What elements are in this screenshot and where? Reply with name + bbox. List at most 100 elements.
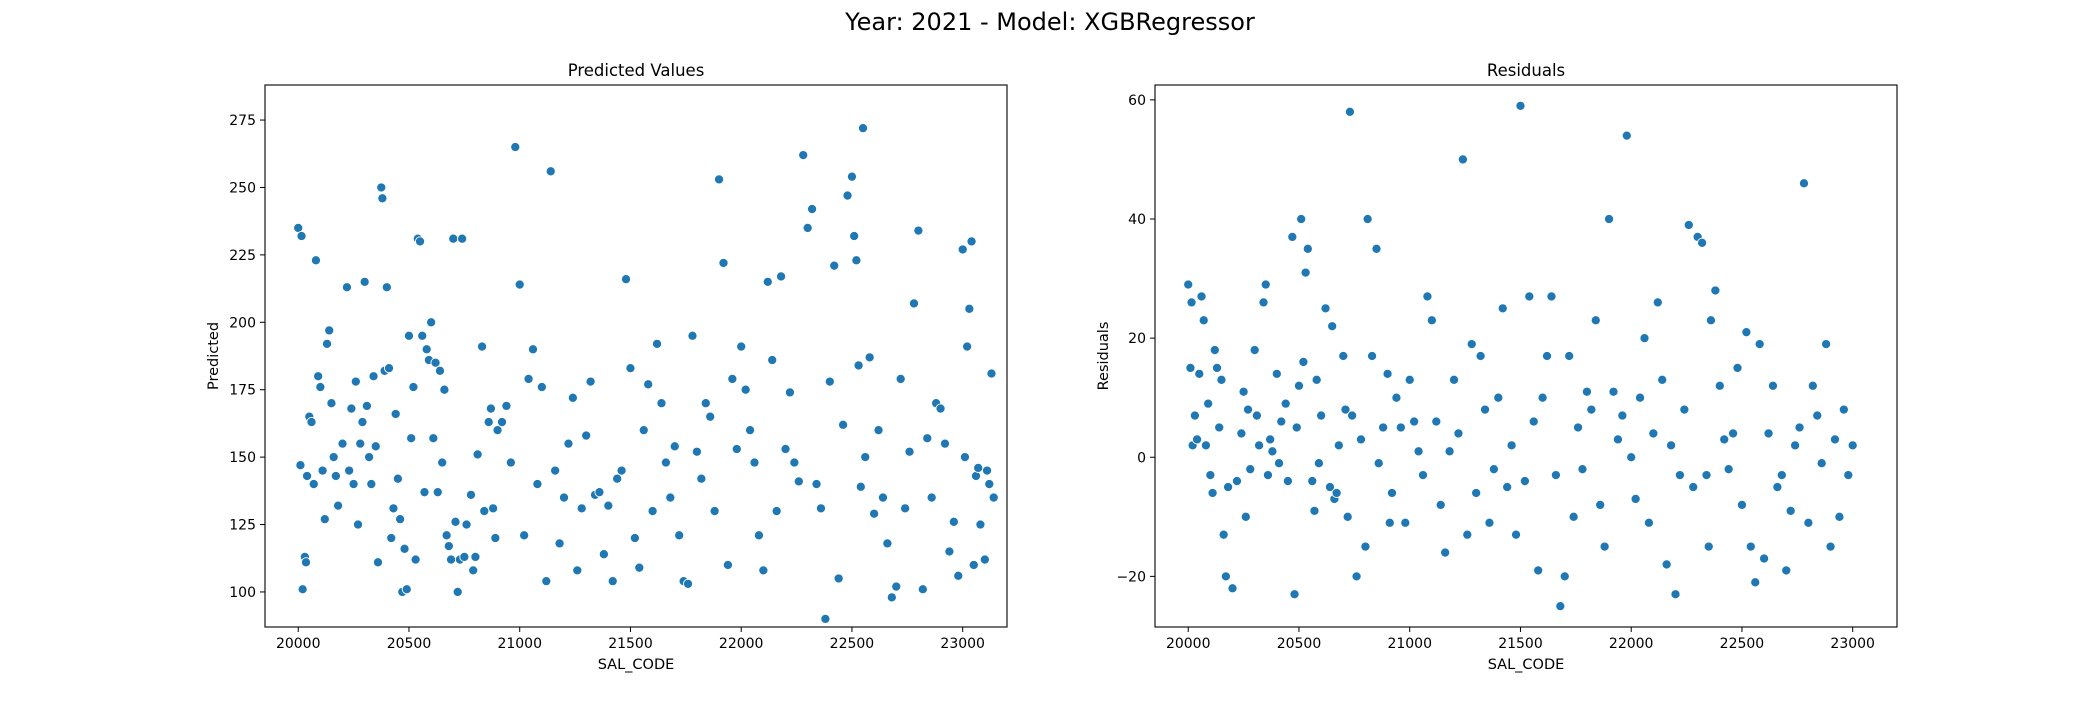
chart-2-point — [1471, 487, 1482, 499]
chart-2-point — [1342, 511, 1353, 522]
chart-1-point — [869, 508, 880, 519]
chart-2-point — [1821, 339, 1832, 350]
chart-1-x-tick-label: 21500 — [608, 636, 653, 652]
chart-2-point — [1759, 553, 1770, 564]
chart-1-point — [882, 538, 893, 549]
chart-2-point — [1541, 350, 1553, 362]
chart-1-point — [749, 457, 760, 468]
chart-2-point — [1293, 380, 1305, 391]
chart-2-point — [1320, 303, 1331, 314]
chart-2-point — [1324, 481, 1336, 493]
chart-1-x-tick-label: 21000 — [497, 636, 542, 652]
chart-1-point — [758, 565, 769, 576]
chart-1-y-axis-label: Predicted — [206, 322, 222, 390]
chart-1-point — [718, 257, 729, 269]
chart-1-point — [333, 500, 344, 511]
chart-1-point — [736, 341, 747, 352]
chart-2-point — [1697, 237, 1708, 248]
chart-1-point — [321, 338, 333, 349]
chart-1-point — [660, 457, 671, 468]
chart-1-point — [964, 303, 975, 314]
chart-1-point — [616, 465, 627, 476]
chart-2-point — [1267, 446, 1278, 457]
chart-2-point — [1741, 327, 1752, 338]
chart-1-point — [851, 255, 862, 266]
chart-1-point — [908, 298, 920, 309]
chart-2-point — [1209, 344, 1220, 356]
chart-1-point — [536, 381, 547, 393]
chart-2-point — [1331, 487, 1342, 499]
chart-2-point — [1462, 529, 1473, 540]
chart-2-point — [1271, 368, 1282, 379]
chart-2-point — [1612, 434, 1623, 445]
chart-1-point — [395, 514, 406, 525]
chart-1-point — [370, 441, 381, 452]
chart-2-point — [1767, 380, 1779, 391]
chart-2-point — [1214, 422, 1225, 433]
chart-1-point — [527, 344, 539, 355]
chart-1-point — [376, 182, 387, 193]
chart-1-point — [988, 492, 999, 503]
chart-1-point — [459, 551, 470, 562]
chart-2-point — [1798, 178, 1810, 189]
chart-1-point — [492, 425, 503, 436]
chart-2-point — [1280, 398, 1291, 409]
chart-1-point — [745, 425, 756, 436]
chart-1-point — [532, 479, 543, 490]
chart-1-point — [315, 381, 326, 393]
chart-1-point — [824, 376, 835, 387]
chart-2-point — [1829, 434, 1841, 445]
chart-1-point — [306, 417, 317, 428]
chart-1-point — [771, 505, 782, 517]
chart-2-point — [1435, 499, 1446, 510]
chart-1-point — [403, 330, 415, 341]
chart-1-point — [776, 271, 787, 282]
chart-2-point — [1763, 428, 1774, 439]
chart-1-point — [296, 230, 307, 242]
chart-1-point — [510, 141, 521, 153]
chart-2-point — [1291, 422, 1302, 433]
chart-1-point — [441, 530, 452, 541]
chart-2-point — [1630, 493, 1641, 504]
chart-2-point — [1657, 374, 1668, 385]
chart-2-point — [1745, 541, 1756, 552]
chart-1-point — [545, 166, 556, 177]
chart-1-point — [576, 503, 587, 514]
chart-1-point — [935, 403, 946, 414]
chart-1-point — [922, 433, 933, 444]
chart-1-point — [838, 419, 849, 430]
chart-1-point — [959, 452, 970, 463]
chart-1-point — [807, 203, 818, 215]
chart-1-point — [643, 379, 654, 390]
chart-1-point — [953, 570, 964, 581]
chart-1-point — [310, 255, 321, 266]
chart-2-y-tick-label: 40 — [1128, 212, 1146, 228]
chart-2-point — [1559, 571, 1570, 582]
chart-1-point — [359, 276, 370, 287]
chart-2-point — [1327, 321, 1338, 332]
chart-2-point — [1537, 392, 1548, 403]
chart-1-point — [483, 417, 494, 428]
chart-2-point — [1444, 446, 1455, 457]
chart-2-point — [1282, 476, 1293, 487]
chart-2-point — [1803, 517, 1814, 528]
chart-1-point — [674, 530, 685, 541]
chart-2-point — [1510, 529, 1522, 540]
chart-1-point — [793, 476, 804, 487]
chart-1-point — [468, 565, 479, 576]
chart-2-point — [1701, 470, 1712, 481]
chart-2-point — [1568, 511, 1579, 522]
chart-2-point — [1586, 404, 1597, 415]
chart-2-point — [1236, 428, 1247, 439]
chart-2-point — [1843, 470, 1854, 481]
chart-1-point — [594, 487, 605, 498]
chart-2-point — [1231, 476, 1243, 487]
chart-2-point — [1245, 464, 1256, 475]
chart-1-point — [700, 398, 711, 409]
chart-1-point — [472, 449, 483, 460]
chart-1-point — [603, 500, 614, 511]
chart-1-point — [434, 365, 446, 376]
chart-1-point — [904, 446, 915, 457]
chart-1-point — [357, 417, 368, 428]
